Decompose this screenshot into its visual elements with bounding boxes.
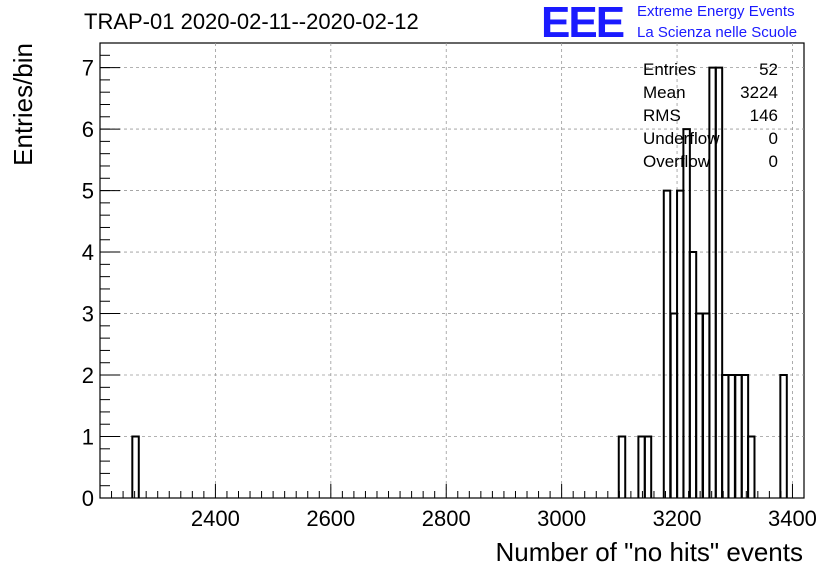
stats-label-entries: Entries [643, 60, 696, 79]
histogram-bar [695, 312, 704, 498]
x-tick-label: 2400 [191, 506, 240, 531]
y-tick-label: 2 [82, 363, 94, 388]
histogram-bar [747, 435, 756, 498]
stats-label-underflow: Underflow [643, 129, 720, 148]
histogram-bar [714, 66, 724, 498]
eee-logo: EEE [541, 0, 625, 47]
stats-value-overflow: 0 [768, 152, 778, 171]
stats-label-rms: RMS [643, 106, 681, 125]
stats-label-mean: Mean [643, 83, 686, 102]
histogram-bar [131, 435, 140, 498]
logo-line-2: La Scienza nelle Scuole [637, 24, 798, 41]
histogram-bar [643, 435, 653, 498]
histogram-bar [662, 189, 672, 498]
y-tick-label: 4 [82, 240, 94, 265]
x-axis-label: Number of "no hits" events [496, 537, 804, 567]
histogram-bar [617, 435, 627, 498]
logo-line-1: Extreme Energy Events [637, 3, 795, 20]
y-tick-label: 7 [82, 56, 94, 81]
stats-value-rms: 146 [749, 106, 778, 125]
stats-value-underflow: 0 [768, 129, 778, 148]
x-tick-label: 3400 [768, 506, 817, 531]
y-tick-label: 3 [82, 302, 94, 327]
y-tick-label: 1 [82, 425, 94, 450]
stats-label-overflow: Overflow [643, 152, 711, 171]
x-tick-label: 3000 [537, 506, 586, 531]
x-tick-label: 2800 [422, 506, 471, 531]
y-axis-label: Entries/bin [8, 43, 38, 166]
histogram-bar [779, 374, 788, 498]
y-tick-label: 0 [82, 486, 94, 511]
x-tick-label: 3200 [653, 506, 702, 531]
stats-value-entries: 52 [759, 60, 778, 79]
x-tick-label: 2600 [306, 506, 355, 531]
chart-title: TRAP-01 2020-02-11--2020-02-12 [84, 9, 419, 34]
stats-value-mean: 3224 [740, 83, 778, 102]
plot-frame [99, 42, 805, 499]
y-tick-label: 6 [82, 117, 94, 142]
y-tick-label: 5 [82, 179, 94, 204]
